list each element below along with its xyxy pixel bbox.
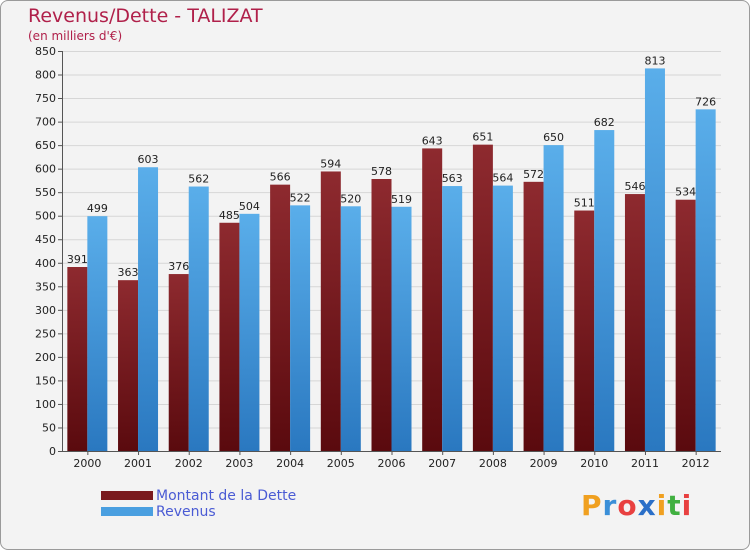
bar-revenus	[188, 186, 209, 451]
x-tick-label: 2007	[428, 457, 456, 470]
y-tick-label: 850	[35, 45, 56, 58]
bar-revenus	[391, 206, 412, 451]
data-label-revenus: 813	[644, 54, 665, 67]
data-label-revenus: 522	[290, 191, 311, 204]
bar-revenus	[239, 213, 260, 451]
logo-letter: i	[656, 489, 668, 522]
data-label-dette: 376	[168, 260, 189, 273]
bar-revenus	[695, 109, 716, 452]
y-tick-label: 300	[35, 304, 56, 317]
logo-letter: x	[637, 489, 657, 522]
x-tick-label: 2002	[175, 457, 203, 470]
data-label-revenus: 562	[188, 173, 209, 186]
data-label-revenus: 603	[138, 153, 159, 166]
legend-swatch-revenus	[101, 507, 153, 516]
data-label-revenus: 650	[543, 131, 564, 144]
data-label-revenus: 564	[492, 172, 513, 185]
y-tick-label: 100	[35, 398, 56, 411]
data-label-dette: 363	[118, 266, 139, 279]
bar-dette	[472, 144, 493, 451]
data-label-revenus: 504	[239, 200, 260, 213]
bar-dette	[574, 210, 595, 451]
bar-revenus	[594, 130, 615, 451]
x-tick-label: 2004	[276, 457, 304, 470]
y-tick-label: 150	[35, 374, 56, 387]
y-tick-label: 650	[35, 139, 56, 152]
data-label-revenus: 520	[340, 192, 361, 205]
x-tick-label: 2011	[631, 457, 659, 470]
bar-dette	[675, 199, 696, 451]
logo-letter: t	[667, 489, 682, 522]
data-label-dette: 594	[320, 157, 341, 170]
bar-dette	[67, 267, 88, 451]
y-tick-label: 750	[35, 92, 56, 105]
bar-revenus	[644, 68, 665, 451]
x-tick-label: 2001	[124, 457, 152, 470]
chart-subtitle: (en milliers d'€)	[28, 29, 123, 43]
data-label-revenus: 682	[594, 116, 615, 129]
bar-dette	[270, 184, 291, 451]
bar-dette	[168, 274, 189, 451]
bar-dette	[422, 148, 443, 452]
logo-letter: o	[617, 489, 638, 522]
data-label-revenus: 519	[391, 193, 412, 206]
data-label-dette: 643	[422, 134, 443, 147]
bar-dette	[624, 194, 645, 451]
data-label-revenus: 499	[87, 202, 108, 215]
x-tick-label: 2005	[327, 457, 355, 470]
y-tick-label: 450	[35, 233, 56, 246]
bar-revenus	[138, 167, 159, 451]
bar-dette	[523, 181, 544, 451]
bar-dette	[219, 222, 240, 451]
data-label-dette: 566	[270, 171, 291, 184]
bar-dette	[320, 171, 341, 451]
legend-label-dette: Montant de la Dette	[156, 488, 297, 504]
data-label-dette: 546	[624, 180, 645, 193]
y-tick-label: 50	[42, 421, 56, 434]
bar-dette	[371, 179, 392, 451]
data-label-dette: 391	[67, 253, 88, 266]
y-tick-label: 700	[35, 116, 56, 129]
y-tick-label: 500	[35, 210, 56, 223]
logo-letter: P	[581, 489, 603, 522]
y-tick-label: 250	[35, 327, 56, 340]
legend-label-revenus: Revenus	[156, 504, 216, 520]
x-tick-label: 2000	[73, 457, 101, 470]
chart-title: Revenus/Dette - TALIZAT	[28, 5, 263, 27]
bar-revenus	[442, 186, 463, 451]
data-label-dette: 511	[574, 197, 595, 210]
logo-letter: i	[681, 489, 693, 522]
x-tick-label: 2012	[682, 457, 710, 470]
data-label-revenus: 563	[442, 172, 463, 185]
bar-revenus	[290, 205, 311, 451]
y-tick-label: 350	[35, 280, 56, 293]
y-tick-label: 0	[49, 445, 56, 458]
data-label-dette: 572	[523, 168, 544, 181]
logo-letter: r	[602, 489, 618, 522]
bar-revenus	[492, 185, 513, 451]
y-tick-label: 800	[35, 69, 56, 82]
data-label-dette: 651	[472, 131, 493, 144]
x-tick-label: 2008	[479, 457, 507, 470]
data-label-dette: 485	[219, 209, 240, 222]
data-label-revenus: 726	[695, 95, 716, 108]
legend-swatch-dette	[101, 491, 153, 500]
bar-dette	[118, 280, 139, 451]
y-tick-label: 600	[35, 163, 56, 176]
x-tick-label: 2010	[580, 457, 608, 470]
bar-revenus	[543, 145, 564, 451]
y-tick-label: 400	[35, 257, 56, 270]
x-tick-label: 2003	[225, 457, 253, 470]
y-tick-label: 200	[35, 351, 56, 364]
y-tick-label: 550	[35, 186, 56, 199]
data-label-dette: 578	[371, 165, 392, 178]
x-tick-label: 2009	[530, 457, 558, 470]
proxiti-logo: Proxiti	[581, 489, 692, 522]
data-label-dette: 534	[675, 186, 696, 199]
x-tick-label: 2006	[378, 457, 406, 470]
bar-revenus	[87, 216, 108, 451]
bar-revenus	[340, 206, 361, 451]
